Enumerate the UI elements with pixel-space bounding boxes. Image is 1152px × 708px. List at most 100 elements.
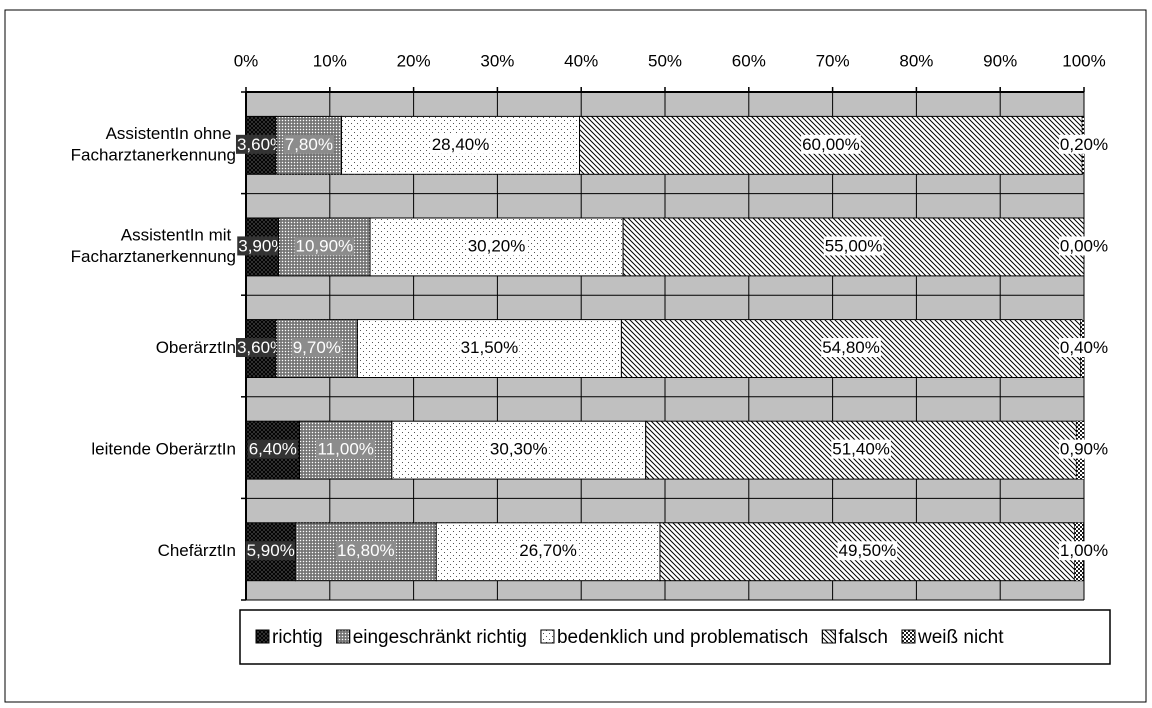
value-label-bg — [831, 439, 891, 459]
y-tick-label: AssistentIn mit Facharztanerkennung — [71, 226, 236, 266]
value-label-bg — [1058, 134, 1110, 154]
value-label-group: 55,00% — [823, 236, 884, 256]
y-tick-label: OberärztIn — [156, 338, 236, 357]
value-label: 1,00% — [1060, 541, 1108, 560]
value-label: 55,00% — [825, 236, 883, 255]
legend-label: richtig — [272, 627, 323, 648]
x-tick-label: 40% — [564, 51, 598, 70]
legend-label: weiß nicht — [917, 627, 1004, 648]
value-label-group: 0,90% — [1058, 439, 1110, 459]
value-label-group: 7,80% — [283, 134, 334, 154]
x-tick-label: 0% — [234, 51, 259, 70]
x-tick-label: 20% — [397, 51, 431, 70]
legend-hatch — [821, 629, 836, 644]
value-label-bg — [291, 338, 342, 358]
value-label: 0,20% — [1060, 135, 1108, 154]
value-label: 5,90% — [247, 541, 295, 560]
x-tick-label: 90% — [983, 51, 1017, 70]
value-label-bg — [430, 134, 491, 154]
x-tick-label: 50% — [648, 51, 682, 70]
value-label-group: 60,00% — [801, 134, 861, 154]
value-label: 3,60% — [237, 338, 285, 357]
value-label: 9,70% — [293, 338, 341, 357]
value-label-group: 10,90% — [294, 236, 355, 256]
value-label-bg — [837, 541, 898, 561]
value-label: 3,90% — [238, 236, 286, 255]
value-label: 10,90% — [296, 236, 354, 255]
x-tick-label: 60% — [732, 51, 766, 70]
value-label-group: 30,30% — [488, 439, 549, 459]
value-label-group: 28,40% — [430, 134, 491, 154]
value-label: 3,60% — [237, 135, 285, 154]
value-label: 16,80% — [337, 541, 395, 560]
legend-hatch — [255, 629, 270, 644]
value-label-group: 3,60% — [235, 134, 287, 154]
value-label-group: 3,60% — [235, 338, 287, 358]
value-label: 0,40% — [1060, 338, 1108, 357]
label-line: AssistentIn mit — [121, 226, 236, 245]
value-label-bg — [801, 134, 861, 154]
legend-hatch — [540, 629, 555, 644]
legend-label: eingeschränkt richtig — [353, 627, 527, 648]
value-label-bg — [235, 134, 287, 154]
value-label-bg — [821, 338, 881, 358]
value-label-bg — [823, 236, 884, 256]
label-line: Facharztanerkennung — [71, 146, 236, 165]
x-tick-label: 70% — [816, 51, 850, 70]
value-label-group: 54,80% — [821, 338, 881, 358]
value-label: 26,70% — [519, 541, 577, 560]
legend-label: bedenklich und problematisch — [557, 627, 808, 648]
value-label-bg — [237, 236, 288, 256]
value-label: 30,20% — [468, 236, 526, 255]
value-label-bg — [518, 541, 578, 561]
value-label-bg — [459, 338, 520, 358]
label-line: Facharztanerkennung — [71, 247, 236, 266]
value-label-group: 9,70% — [291, 338, 342, 358]
value-label-bg — [235, 338, 287, 358]
value-label-bg — [1058, 236, 1110, 256]
x-tick-label: 100% — [1062, 51, 1105, 70]
value-label: 60,00% — [802, 135, 860, 154]
value-label-group: 3,90% — [237, 236, 288, 256]
value-label-bg — [294, 236, 355, 256]
value-label: 31,50% — [461, 338, 519, 357]
value-label-group: 30,20% — [466, 236, 527, 256]
value-label-bg — [283, 134, 334, 154]
y-tick-label: leitende OberärztIn — [91, 440, 236, 459]
value-label-bg — [316, 439, 375, 459]
value-label-group: 1,00% — [1058, 541, 1110, 561]
value-label-bg — [466, 236, 527, 256]
value-label: 0,00% — [1060, 236, 1108, 255]
value-label-bg — [247, 439, 298, 459]
value-label-group: 31,50% — [459, 338, 520, 358]
value-label-group: 0,20% — [1058, 134, 1110, 154]
value-label: 6,40% — [249, 440, 297, 459]
value-label-group: 26,70% — [518, 541, 578, 561]
legend-hatch — [336, 629, 351, 644]
y-tick-label: ChefärztIn — [158, 541, 236, 560]
value-label: 28,40% — [432, 135, 490, 154]
value-label-bg — [1058, 541, 1110, 561]
value-label-group: 6,40% — [247, 439, 298, 459]
value-label-bg — [1058, 439, 1110, 459]
value-label-group: 16,80% — [335, 541, 396, 561]
value-label: 54,80% — [822, 338, 880, 357]
value-label-group: 5,90% — [245, 541, 296, 561]
y-tick-label: AssistentIn ohne Facharztanerkennung — [71, 125, 236, 165]
value-label-bg — [1058, 338, 1110, 358]
legend-hatch — [901, 629, 916, 644]
value-label-group: 49,50% — [837, 541, 898, 561]
label-line: AssistentIn ohne — [106, 125, 236, 144]
value-label: 11,00% — [318, 440, 374, 459]
value-label-bg — [245, 541, 296, 561]
value-label-group: 0,40% — [1058, 338, 1110, 358]
value-label: 51,40% — [832, 440, 890, 459]
legend-box — [239, 609, 1111, 665]
legend-label: falsch — [838, 627, 888, 648]
value-label-bg — [335, 541, 396, 561]
x-tick-label: 80% — [899, 51, 933, 70]
x-tick-label: 10% — [313, 51, 347, 70]
x-tick-label: 30% — [480, 51, 514, 70]
